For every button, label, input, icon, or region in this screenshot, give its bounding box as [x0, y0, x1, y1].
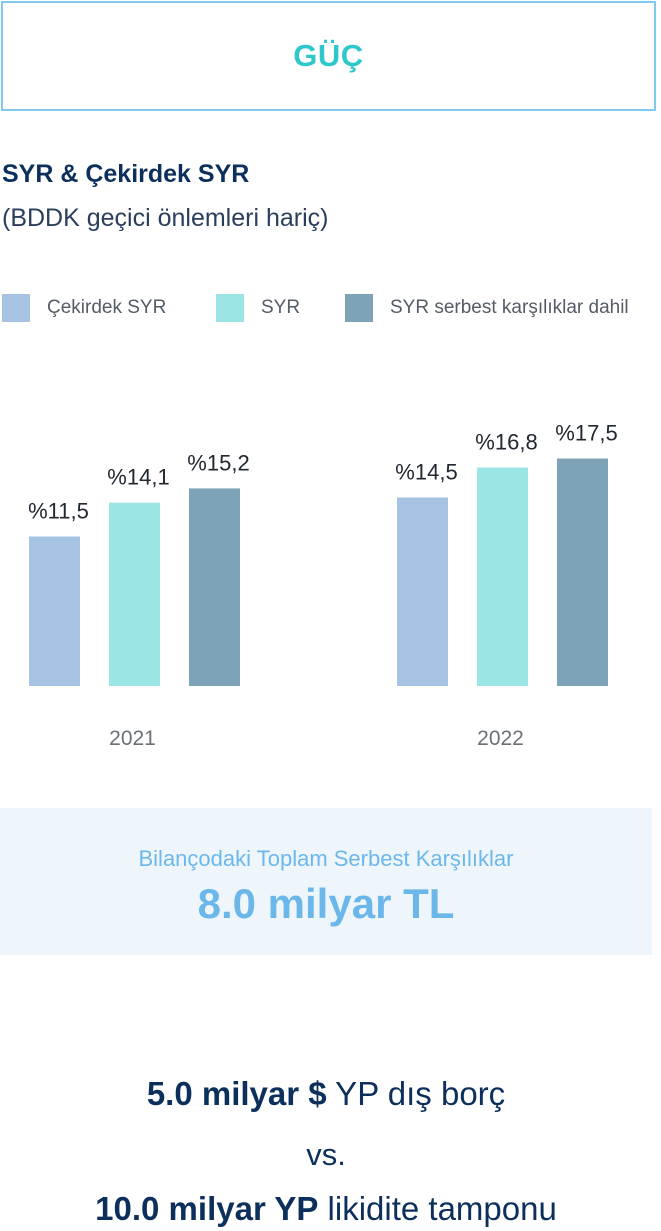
header-title: GÜÇ [293, 38, 364, 73]
category-label-2022: 2022 [477, 727, 524, 750]
bar-2021-series-1 [109, 502, 160, 686]
data-label-2021-series-2: %15,2 [187, 450, 249, 475]
category-label-2021: 2021 [109, 727, 156, 750]
legend-swatch-syr-serbest [345, 294, 373, 322]
legend-label-syr: SYR [261, 297, 301, 318]
fx-debt-line: 5.0 milyar $ YP dış borç [0, 1075, 652, 1113]
fx-debt-amount: 5.0 milyar $ [146, 1075, 327, 1112]
vs-text: vs. [306, 1137, 346, 1172]
bar-chart: %11,5 %14,1 %15,2 2021 %14,5 %16,8 %17,5 2022 [28, 421, 618, 751]
legend-label-syr-serbest: SYR serbest karşılıklar dahil [390, 297, 629, 318]
reserves-value: 8.0 milyar TL [197, 880, 455, 927]
reserves-label: Bilançodaki Toplam Serbest Karşılıklar [138, 846, 514, 871]
bar-2022-series-2 [557, 458, 608, 686]
legend-item-cekirdek-syr: Çekirdek SYR [2, 294, 166, 322]
legend-item-syr: SYR [216, 294, 300, 322]
legend-swatch-syr [216, 294, 244, 322]
liquidity-text: likidite tamponu [318, 1190, 557, 1227]
liquidity-amount: 10.0 milyar YP [95, 1190, 319, 1227]
chart-legend: Çekirdek SYR SYR SYR serbest karşılıklar… [2, 294, 661, 324]
data-label-2021-series-0: %11,5 [28, 499, 89, 524]
data-label-2022-series-1: %16,8 [475, 430, 537, 455]
legend-swatch-cekirdek-syr [2, 294, 30, 322]
data-label-2022-series-0: %14,5 [395, 460, 457, 485]
data-label-2021-series-1: %14,1 [107, 465, 169, 490]
legend-item-syr-serbest: SYR serbest karşılıklar dahil [345, 294, 629, 322]
reserves-box: Bilançodaki Toplam Serbest Karşılıklar 8… [0, 808, 652, 955]
bar-2022-series-1 [477, 467, 528, 686]
fx-debt-text: YP dış borç [326, 1075, 506, 1112]
data-label-2022-series-2: %17,5 [555, 421, 617, 446]
chart-title: SYR & Çekirdek SYR [2, 160, 250, 188]
legend-label-cekirdek-syr: Çekirdek SYR [47, 297, 167, 318]
header-box: GÜÇ [1, 1, 656, 111]
bar-2021-series-0 [29, 536, 80, 686]
bar-2021-series-2 [189, 488, 240, 686]
bar-2022-series-0 [397, 497, 448, 686]
liquidity-line: 10.0 milyar YP likidite tamponu [0, 1190, 652, 1228]
chart-subtitle: (BDDK geçici önlemleri hariç) [2, 204, 329, 232]
